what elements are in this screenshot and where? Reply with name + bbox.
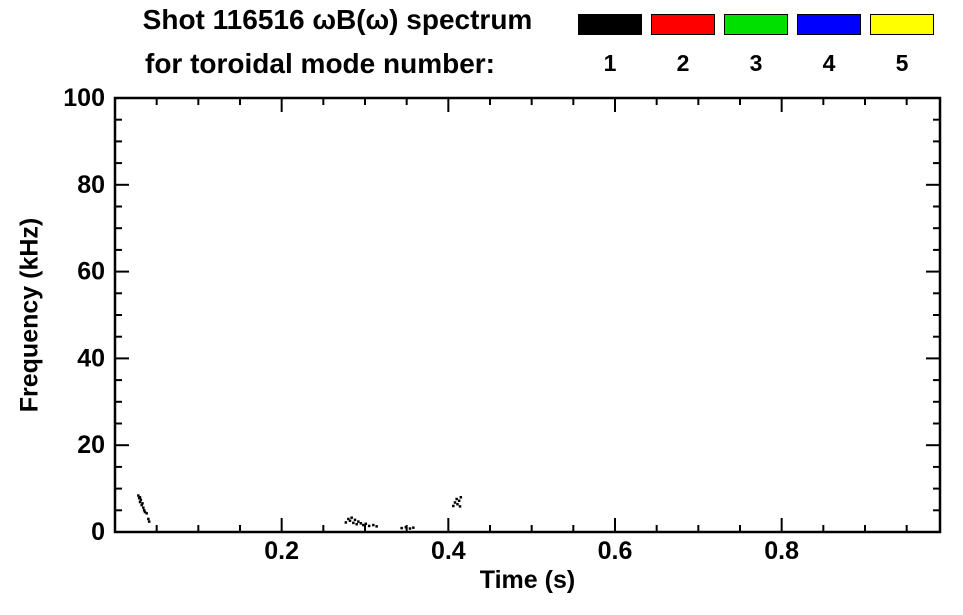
legend-item-mode-1: 1: [578, 14, 642, 77]
axis-tick-labels: 0 20 40 60 80 100 0.2 0.4 0.6 0.8: [63, 84, 799, 565]
legend-label: 2: [676, 50, 690, 76]
legend-color-swatch: [724, 14, 788, 35]
legend-color-swatch: [797, 14, 861, 35]
x-tick-label: 0.8: [764, 537, 799, 565]
y-tick-label: 40: [77, 344, 105, 372]
legend-label: 1: [603, 50, 617, 76]
legend-item-mode-4: 4: [797, 14, 861, 77]
legend-color-swatch: [870, 14, 934, 35]
x-axis-label: Time (s): [479, 566, 576, 594]
scatter-series-1: [137, 494, 463, 530]
plot-title: Shot 116516 ωB(ω) spectrum: [142, 4, 533, 35]
y-tick-label: 20: [77, 431, 105, 459]
y-tick-label: 100: [63, 84, 105, 112]
legend-item-mode-3: 3: [724, 14, 788, 77]
legend-color-swatch: [578, 14, 642, 35]
plot-subtitle: for toroidal mode number:: [145, 48, 495, 79]
plot-frame: [113, 96, 942, 534]
y-axis-label: Frequency (kHz): [15, 217, 44, 413]
x-tick-label: 0.6: [598, 537, 633, 565]
legend-color-swatch: [651, 14, 715, 35]
y-tick-label: 80: [77, 171, 105, 199]
y-tick-label: 0: [91, 518, 105, 546]
legend-item-mode-5: 5: [870, 14, 934, 77]
legend-item-mode-2: 2: [651, 14, 715, 77]
legend-label: 4: [822, 50, 836, 76]
x-tick-label: 0.2: [264, 537, 299, 565]
axis-ticks: [115, 97, 940, 533]
x-tick-label: 0.4: [431, 537, 466, 565]
legend-label: 3: [749, 50, 763, 76]
legend-label: 5: [895, 50, 909, 76]
mode-number-legend: 1 2 3 4 5: [578, 14, 934, 77]
y-tick-label: 60: [77, 258, 105, 286]
